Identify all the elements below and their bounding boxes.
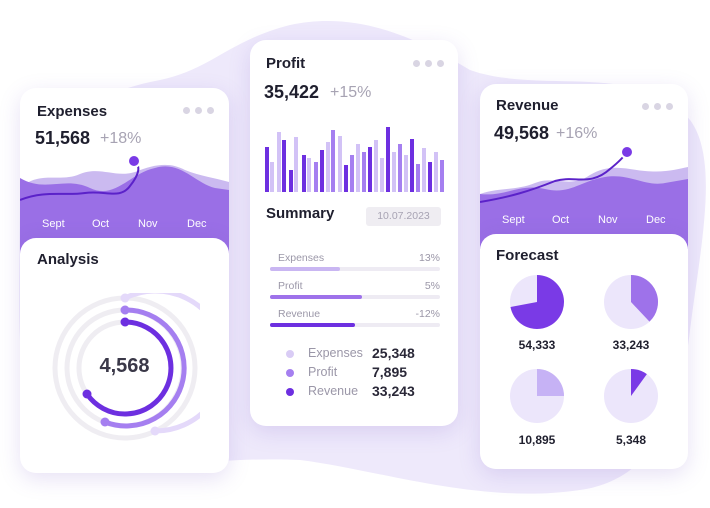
legend-value: 33,243 bbox=[372, 383, 415, 399]
legend-label: Expenses bbox=[308, 346, 363, 360]
summary-legend-expenses: Expenses 25,348 bbox=[286, 345, 446, 363]
expenses-month-label: Sept bbox=[42, 218, 65, 230]
summary-bar-label: Expenses bbox=[278, 252, 325, 264]
summary-bar-track bbox=[270, 295, 440, 299]
summary-title: Summary bbox=[266, 205, 335, 222]
forecast-value: 54,333 bbox=[518, 338, 556, 352]
legend-dot-icon bbox=[286, 388, 294, 396]
forecast-pie-slice bbox=[631, 369, 647, 396]
expenses-month-label: Oct bbox=[92, 218, 110, 230]
expenses-area-chart bbox=[20, 154, 229, 258]
forecast-pie-slice bbox=[537, 369, 564, 396]
summary-bar-value: 13% bbox=[418, 252, 440, 264]
revenue-value: 49,568 bbox=[494, 123, 550, 143]
legend-value: 7,895 bbox=[372, 364, 408, 380]
analysis-ring-chart bbox=[52, 293, 200, 441]
summary-bar-track bbox=[270, 323, 440, 327]
legend-dot-icon bbox=[286, 350, 294, 358]
analysis-value: 4,568 bbox=[99, 355, 150, 377]
revenue-area-chart bbox=[480, 145, 688, 249]
expenses-card: Expenses 51,568 +18% Sept Oct Nov Dec An… bbox=[20, 88, 229, 473]
summary-date-badge[interactable]: 10.07.2023 bbox=[366, 207, 441, 226]
forecast-value: 10,895 bbox=[518, 433, 556, 447]
expenses-month-label: Nov bbox=[138, 218, 158, 230]
profit-card: Profit 35,422 +15% Summary 10.0 bbox=[250, 40, 458, 426]
forecast-pie-4 bbox=[604, 369, 658, 423]
forecast-value: 5,348 bbox=[615, 433, 647, 447]
revenue-card: Revenue 49,568 +16% Sept Oct Nov Dec For… bbox=[480, 84, 688, 469]
summary-bar-fill bbox=[270, 323, 355, 327]
analysis-title: Analysis bbox=[37, 251, 99, 268]
expenses-change: +18% bbox=[100, 130, 142, 147]
summary-bar-label: Profit bbox=[278, 280, 303, 292]
forecast-value: 33,243 bbox=[612, 338, 650, 352]
summary-bar-value: -12% bbox=[415, 308, 440, 320]
legend-label: Profit bbox=[308, 365, 338, 379]
forecast-panel: Forecast 54,333 33,243 10,895 5,348 bbox=[480, 234, 688, 469]
revenue-month-label: Dec bbox=[646, 214, 666, 226]
legend-value: 25,348 bbox=[372, 345, 415, 361]
profit-more-icon[interactable] bbox=[413, 60, 444, 67]
summary-legend-revenue: Revenue 33,243 bbox=[286, 383, 446, 401]
revenue-month-label: Oct bbox=[552, 214, 570, 226]
profit-value: 35,422 bbox=[264, 82, 320, 102]
summary-bar-fill bbox=[270, 267, 340, 271]
forecast-pie-2 bbox=[604, 275, 658, 329]
forecast-pie-slice bbox=[510, 275, 564, 329]
summary-bar-label: Revenue bbox=[278, 308, 321, 320]
profit-bar-chart bbox=[265, 127, 444, 192]
expenses-more-icon[interactable] bbox=[183, 107, 214, 114]
expenses-title: Expenses bbox=[37, 103, 108, 120]
revenue-month-label: Nov bbox=[598, 214, 618, 226]
legend-label: Revenue bbox=[308, 384, 359, 398]
revenue-change: +16% bbox=[556, 125, 598, 142]
forecast-title: Forecast bbox=[496, 247, 559, 264]
revenue-more-icon[interactable] bbox=[642, 103, 673, 110]
forecast-pie-1 bbox=[510, 275, 564, 329]
summary-legend-profit: Profit 7,895 bbox=[286, 364, 446, 382]
expenses-value: 51,568 bbox=[35, 128, 91, 148]
forecast-pie-3 bbox=[510, 369, 564, 423]
legend-dot-icon bbox=[286, 369, 294, 377]
profit-change: +15% bbox=[330, 84, 372, 101]
profit-title: Profit bbox=[266, 55, 306, 72]
summary-bar-track bbox=[270, 267, 440, 271]
summary-bar-fill bbox=[270, 295, 362, 299]
expenses-month-label: Dec bbox=[187, 218, 207, 230]
forecast-pie-slice bbox=[631, 275, 658, 322]
revenue-month-label: Sept bbox=[502, 214, 525, 226]
revenue-title: Revenue bbox=[496, 97, 559, 114]
summary-bar-value: 5% bbox=[424, 280, 440, 292]
analysis-panel: Analysis 4,568 bbox=[20, 238, 229, 473]
